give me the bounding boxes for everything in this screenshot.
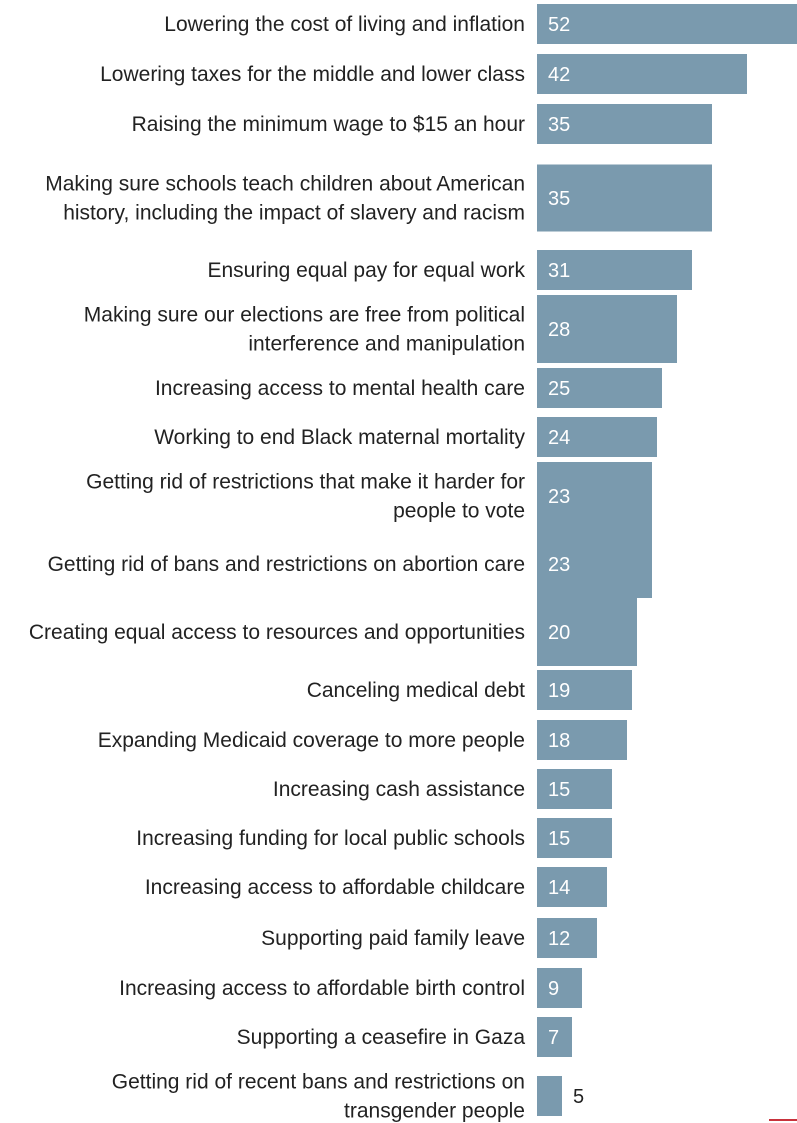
category-label: Raising the minimum wage to $15 an hour — [132, 113, 525, 136]
bar — [537, 769, 612, 809]
bar-value-label: 7 — [548, 1027, 559, 1049]
category-label: Getting rid of restrictions that make it… — [86, 471, 525, 523]
bar — [537, 818, 612, 858]
bar — [537, 462, 652, 530]
category-label: Supporting paid family leave — [261, 927, 525, 950]
bar-value-label: 24 — [548, 427, 570, 449]
bar — [537, 720, 627, 760]
bar — [537, 670, 632, 710]
category-label: Making sure schools teach children about… — [45, 173, 525, 225]
category-label: Getting rid of bans and restrictions on … — [48, 553, 525, 576]
bars — [537, 4, 797, 1116]
bar — [537, 1017, 572, 1057]
bar — [537, 918, 597, 958]
bar-value-label: 9 — [548, 978, 559, 1000]
bar — [537, 54, 747, 94]
bar-value-label: 52 — [548, 14, 570, 36]
bar-value-label: 12 — [548, 928, 570, 950]
bar-value-label: 18 — [548, 730, 570, 752]
category-label: Increasing access to mental health care — [155, 377, 525, 400]
bar — [537, 4, 797, 44]
category-label: Canceling medical debt — [307, 679, 525, 702]
bar-value-label: 23 — [548, 486, 570, 508]
bar — [537, 968, 582, 1008]
bar — [537, 1076, 562, 1116]
bar-value-label: 15 — [548, 779, 570, 801]
bar — [537, 867, 607, 907]
category-label: Lowering taxes for the middle and lower … — [100, 63, 525, 86]
bar — [537, 295, 677, 363]
bar — [537, 598, 637, 666]
bar-value-label: 15 — [548, 828, 570, 850]
bar-value-label: 19 — [548, 680, 570, 702]
value-labels: 52 42 35 35 31 28 25 24 23 23 20 19 18 15 15 14 12 9 7 5 — [548, 14, 584, 1108]
bar-value-label: 35 — [548, 188, 570, 210]
category-label: Increasing access to affordable birth co… — [119, 977, 525, 1000]
bar — [537, 104, 712, 144]
category-label: Creating equal access to resources and o… — [29, 621, 525, 644]
bar-value-label: 42 — [548, 64, 570, 86]
category-label: Working to end Black maternal mortality — [154, 426, 525, 449]
category-labels: Lowering the cost of living and inflatio… — [29, 13, 526, 1123]
bar-value-label: 23 — [548, 554, 570, 576]
bar-value-label: 5 — [573, 1086, 584, 1108]
category-label: Increasing cash assistance — [273, 778, 525, 801]
bar — [537, 368, 662, 408]
corner-accent-line — [769, 1119, 797, 1121]
category-label: Getting rid of recent bans and restricti… — [112, 1071, 525, 1123]
category-label: Increasing funding for local public scho… — [136, 827, 525, 850]
bar-value-label: 28 — [548, 319, 570, 341]
category-label: Lowering the cost of living and inflatio… — [164, 13, 525, 36]
category-label: Supporting a ceasefire in Gaza — [237, 1026, 526, 1049]
bar-value-label: 20 — [548, 622, 570, 644]
bar — [537, 530, 652, 598]
category-label: Making sure our elections are free from … — [84, 304, 525, 356]
category-label: Increasing access to affordable childcar… — [145, 876, 525, 899]
bar-value-label: 35 — [548, 114, 570, 136]
category-label: Ensuring equal pay for equal work — [207, 259, 525, 282]
category-label: Expanding Medicaid coverage to more peop… — [98, 729, 525, 752]
bar-value-label: 14 — [548, 877, 570, 899]
bar-value-label: 25 — [548, 378, 570, 400]
bar-value-label: 31 — [548, 260, 570, 282]
bar — [537, 250, 692, 290]
bar — [537, 164, 712, 232]
bar — [537, 417, 657, 457]
